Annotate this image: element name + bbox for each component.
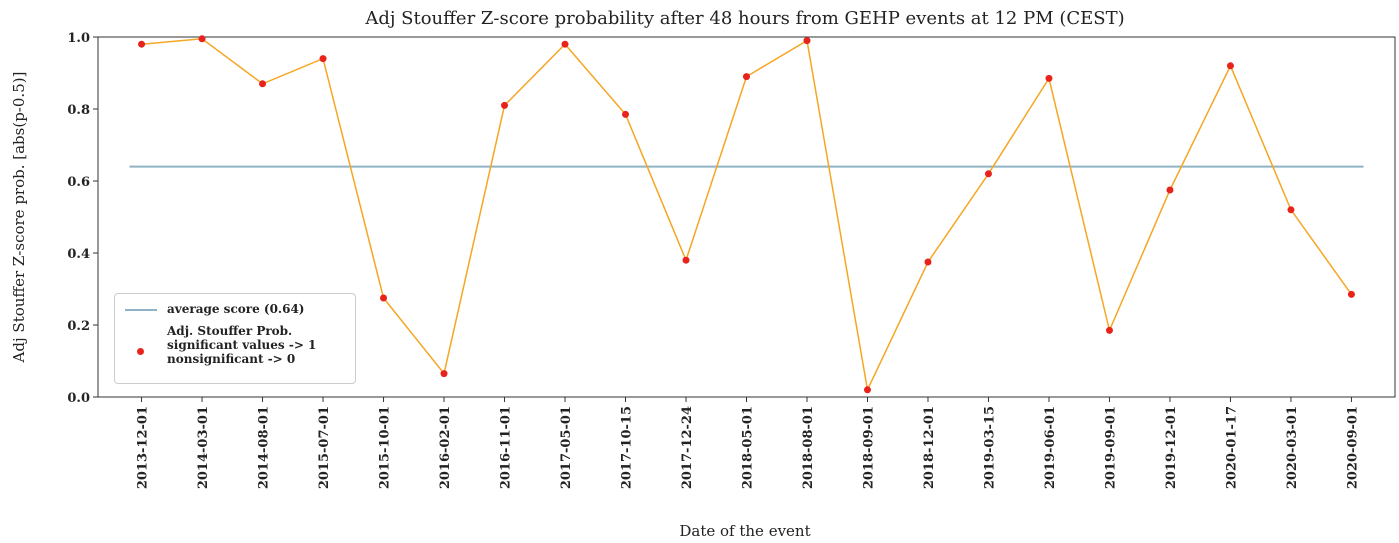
x-tick-label: 2018-08-01: [801, 406, 816, 489]
data-point: [984, 170, 992, 178]
data-point: [561, 40, 569, 48]
data-point: [863, 386, 871, 394]
legend-key: [125, 309, 157, 311]
data-point: [138, 40, 146, 48]
data-point: [924, 258, 932, 266]
x-tick-label: 2015-10-01: [378, 406, 393, 489]
chart-title: Adj Stouffer Z-score probability after 4…: [364, 8, 1124, 29]
x-tick-label: 2013-12-01: [136, 406, 151, 489]
x-tick-label: 2020-03-01: [1285, 406, 1300, 489]
x-tick-label: 2018-12-01: [922, 406, 937, 489]
legend-label: Adj. Stouffer Prob. significant values -…: [167, 324, 317, 366]
data-point: [1045, 74, 1053, 82]
data-point: [803, 37, 811, 45]
x-tick-label: 2019-06-01: [1043, 406, 1058, 489]
y-tick-label: 0.8: [67, 103, 90, 118]
data-point: [682, 256, 690, 264]
x-tick-label: 2016-11-01: [499, 406, 514, 489]
data-point: [380, 294, 388, 302]
x-tick-label: 2020-09-01: [1345, 406, 1360, 489]
y-tick-label: 0.4: [67, 247, 90, 262]
x-tick-label: 2014-08-01: [257, 406, 272, 489]
data-point: [743, 73, 750, 81]
y-tick-label: 1.0: [67, 31, 90, 46]
x-tick-label: 2019-09-01: [1103, 406, 1118, 489]
data-point: [259, 80, 267, 88]
y-tick-label: 0.2: [67, 319, 90, 334]
x-tick-label: 2018-09-01: [861, 406, 876, 489]
data-point: [198, 35, 206, 43]
data-point: [1287, 206, 1295, 214]
legend-label: average score (0.64): [167, 302, 305, 316]
x-tick-label: 2020-01-17: [1224, 406, 1239, 489]
x-tick-label: 2017-05-01: [559, 406, 574, 489]
data-point: [1166, 186, 1174, 194]
data-point: [1347, 290, 1355, 298]
data-point: [622, 110, 630, 118]
x-tick-label: 2019-12-01: [1164, 406, 1179, 489]
data-point: [440, 370, 448, 378]
y-tick-label: 0.6: [67, 175, 90, 190]
x-tick-label: 2019-03-15: [982, 406, 997, 489]
x-tick-label: 2017-10-15: [620, 406, 635, 489]
x-axis-label: Date of the event: [679, 522, 810, 540]
x-tick-label: 2017-12-24: [680, 406, 695, 489]
x-tick-label: 2015-07-01: [317, 406, 332, 489]
x-tick-label: 2014-03-01: [196, 406, 211, 489]
data-point: [501, 101, 509, 109]
x-tick-label: 2016-02-01: [438, 406, 453, 489]
legend-key: [137, 348, 144, 355]
y-axis-label: Adj Stouffer Z-score prob. [abs(p-0.5)]: [10, 72, 28, 364]
data-point: [1105, 326, 1113, 334]
data-point: [319, 55, 327, 63]
y-tick-label: 0.0: [67, 391, 90, 406]
legend: average score (0.64) Adj. Stouffer Prob. …: [114, 293, 356, 384]
data-point: [1226, 62, 1234, 70]
x-tick-label: 2018-05-01: [741, 406, 756, 489]
